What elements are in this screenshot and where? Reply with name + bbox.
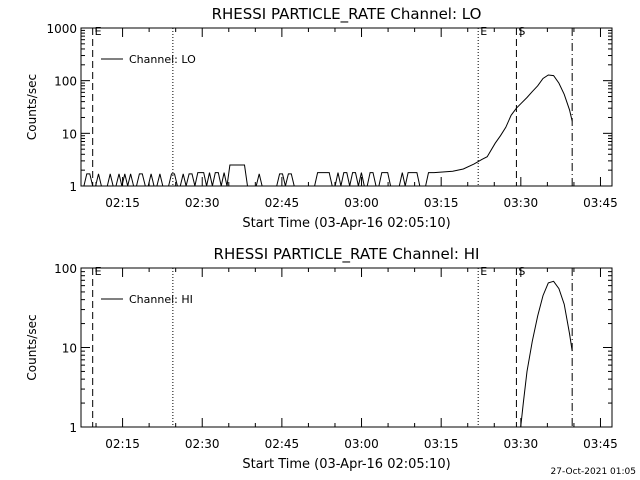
x-tick-label: 03:30 — [504, 437, 539, 451]
legend-label: Channel: LO — [129, 53, 196, 66]
y-axis-label: Counts/sec — [25, 314, 39, 380]
x-tick-label: 03:30 — [504, 196, 539, 210]
event-marker-label: E — [95, 25, 102, 38]
y-tick-label: 100 — [54, 262, 77, 276]
x-tick-label: 02:30 — [185, 437, 220, 451]
legend-label: Channel: HI — [129, 293, 193, 306]
event-marker-label: S — [518, 265, 525, 278]
x-tick-label: 02:45 — [265, 437, 300, 451]
x-tick-label: 03:15 — [424, 196, 459, 210]
event-marker-label: E — [95, 265, 102, 278]
series-line — [81, 74, 573, 186]
x-axis-label: Start Time (03-Apr-16 02:05:10) — [242, 457, 450, 472]
y-tick-label: 1 — [69, 421, 77, 435]
x-tick-label: 03:15 — [424, 437, 459, 451]
y-axis-label: Counts/sec — [25, 74, 39, 140]
y-tick-label: 1000 — [46, 22, 77, 36]
x-tick-label: 02:15 — [105, 437, 140, 451]
x-tick-label: 02:45 — [265, 196, 300, 210]
chart-panel-lo: RHESSI PARTICLE_RATE Channel: LO Start Ti… — [25, 5, 618, 231]
event-marker-label: E — [480, 25, 487, 38]
x-tick-label: 02:30 — [185, 196, 220, 210]
y-tick-label: 1 — [69, 180, 77, 194]
x-tick-label: 02:15 — [105, 196, 140, 210]
y-tick-label: 100 — [54, 75, 77, 89]
plot-frame — [80, 27, 613, 187]
x-tick-label: 03:45 — [583, 196, 618, 210]
chart-panel-hi: RHESSI PARTICLE_RATE Channel: HI Start Ti… — [25, 245, 618, 472]
x-tick-label: 03:45 — [583, 437, 618, 451]
x-axis-label: Start Time (03-Apr-16 02:05:10) — [242, 216, 450, 231]
event-marker-label: S — [518, 25, 525, 38]
event-marker-label: E — [480, 265, 487, 278]
series-line — [520, 280, 573, 427]
x-tick-label: 03:00 — [344, 196, 379, 210]
plot-frame — [80, 267, 613, 428]
y-tick-label: 10 — [62, 342, 77, 356]
generation-timestamp: 27-Oct-2021 01:05 — [551, 467, 636, 477]
x-tick-label: 03:00 — [344, 437, 379, 451]
chart-title: RHESSI PARTICLE_RATE Channel: HI — [214, 245, 480, 264]
chart-title: RHESSI PARTICLE_RATE Channel: LO — [212, 5, 482, 24]
y-tick-label: 10 — [62, 127, 77, 141]
